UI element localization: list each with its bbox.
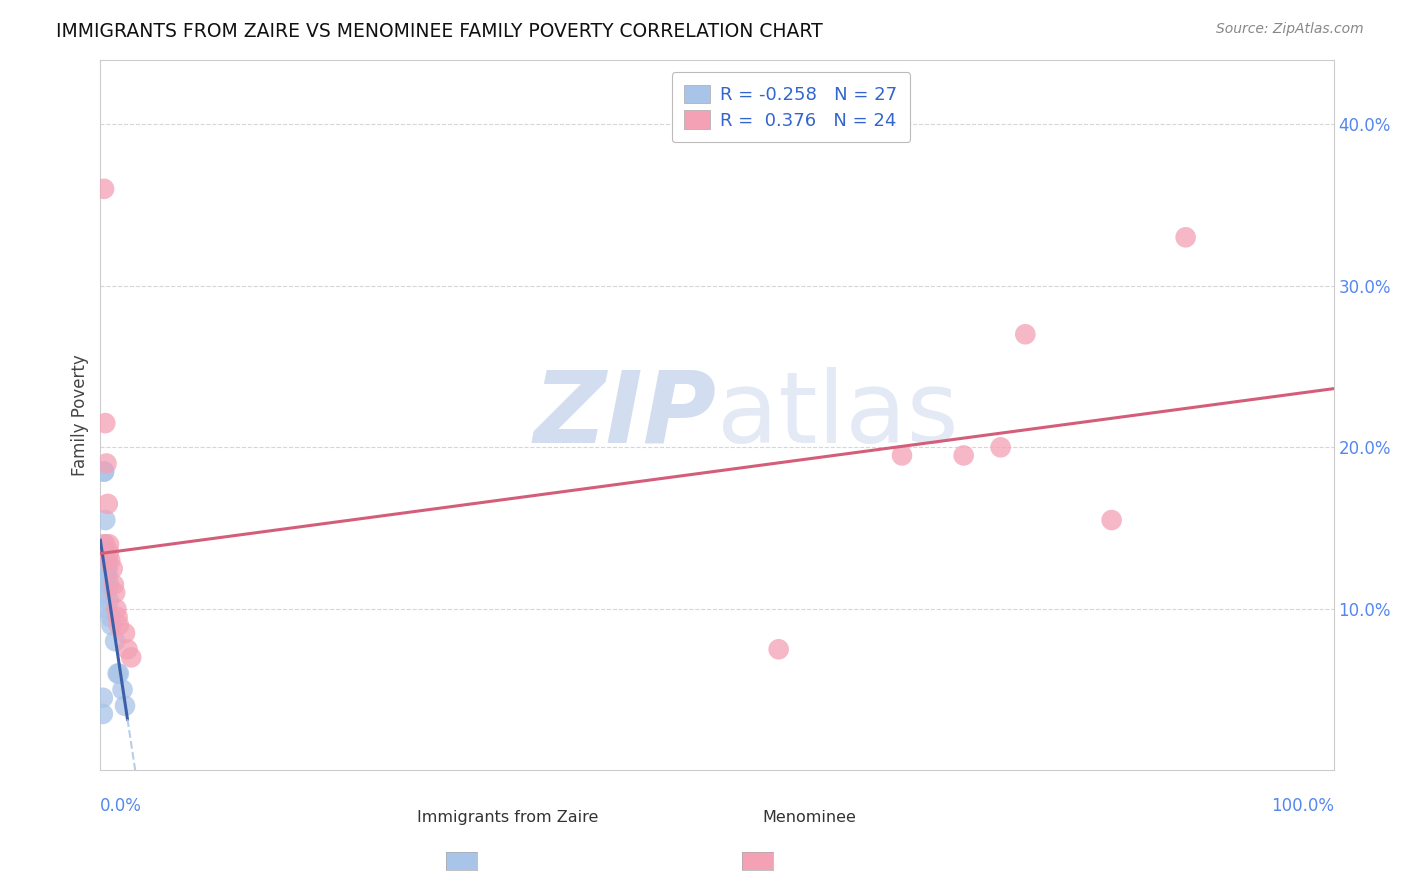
Point <box>98 594 121 608</box>
Point <box>96 561 118 575</box>
Text: ZIP: ZIP <box>534 367 717 464</box>
Point <box>98 610 121 624</box>
Point <box>93 182 115 196</box>
Point <box>94 553 117 567</box>
Text: Immigrants from Zaire: Immigrants from Zaire <box>416 810 598 824</box>
Point <box>93 465 115 479</box>
Text: atlas: atlas <box>717 367 959 464</box>
Point <box>1174 230 1197 244</box>
Point <box>96 553 118 567</box>
Point <box>1101 513 1123 527</box>
Point <box>94 561 117 575</box>
Point <box>98 537 121 551</box>
Point <box>100 618 122 632</box>
Point <box>990 441 1012 455</box>
Point <box>105 602 128 616</box>
Point <box>97 553 120 567</box>
Point <box>96 457 118 471</box>
Point <box>96 569 118 583</box>
Point <box>108 618 131 632</box>
Point <box>108 666 131 681</box>
Legend: R = -0.258   N = 27, R =  0.376   N = 24: R = -0.258 N = 27, R = 0.376 N = 24 <box>672 72 910 143</box>
Point <box>97 561 120 575</box>
Point <box>107 666 129 681</box>
Point <box>98 545 121 559</box>
Point <box>114 698 136 713</box>
Point <box>93 465 115 479</box>
Point <box>101 561 124 575</box>
Text: 100.0%: 100.0% <box>1271 797 1334 815</box>
Point <box>107 610 129 624</box>
Y-axis label: Family Poverty: Family Poverty <box>72 354 89 476</box>
Point <box>94 545 117 559</box>
Point <box>94 537 117 551</box>
Point <box>91 690 114 705</box>
Point <box>114 626 136 640</box>
Point <box>103 577 125 591</box>
Point <box>111 682 134 697</box>
Point <box>120 650 142 665</box>
Point <box>96 602 118 616</box>
Text: Source: ZipAtlas.com: Source: ZipAtlas.com <box>1216 22 1364 37</box>
Point <box>104 586 127 600</box>
Point <box>891 449 914 463</box>
Point <box>104 634 127 648</box>
Point <box>93 537 115 551</box>
Point <box>94 416 117 430</box>
Point <box>98 553 121 567</box>
Text: 0.0%: 0.0% <box>100 797 142 815</box>
Point <box>91 706 114 721</box>
Text: IMMIGRANTS FROM ZAIRE VS MENOMINEE FAMILY POVERTY CORRELATION CHART: IMMIGRANTS FROM ZAIRE VS MENOMINEE FAMIL… <box>56 22 823 41</box>
Point <box>768 642 790 657</box>
Point <box>96 577 118 591</box>
Point <box>94 513 117 527</box>
Point <box>96 586 118 600</box>
Point <box>98 577 121 591</box>
Point <box>97 497 120 511</box>
Text: Menominee: Menominee <box>762 810 856 824</box>
Point <box>1014 327 1036 342</box>
Point <box>952 449 974 463</box>
Point <box>117 642 139 657</box>
Point <box>97 569 120 583</box>
